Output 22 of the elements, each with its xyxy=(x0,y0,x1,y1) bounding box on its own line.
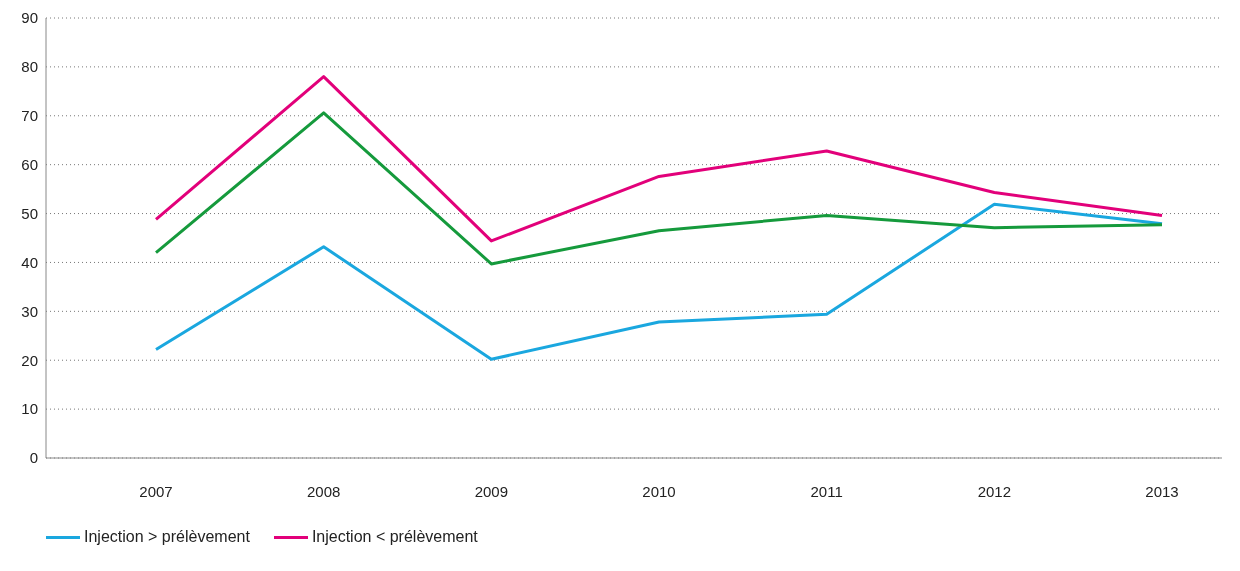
y-tick-label: 0 xyxy=(29,449,38,467)
x-tick-label: 2010 xyxy=(642,482,676,500)
line-series xyxy=(154,202,1164,361)
x-tick-label: 2007 xyxy=(139,482,173,500)
y-tick-label: 30 xyxy=(21,302,38,320)
y-tick-label: 40 xyxy=(21,253,38,271)
legend-label: Injection < prélèvement xyxy=(311,528,478,546)
line-series xyxy=(154,75,1164,243)
y-tick-label: 60 xyxy=(21,155,38,173)
y-tick-label: 10 xyxy=(21,400,38,418)
x-tick-label: 2012 xyxy=(977,482,1012,500)
x-tick-label: 2009 xyxy=(474,482,509,500)
x-tick-label: 2008 xyxy=(306,482,341,500)
line-series xyxy=(154,111,1164,266)
y-tick-label: 50 xyxy=(21,204,38,222)
legend-label: Injection > prélèvement xyxy=(84,528,250,546)
x-tick-label: 2011 xyxy=(810,482,843,500)
y-tick-label: 80 xyxy=(21,58,38,76)
y-tick-label: 90 xyxy=(21,9,38,27)
y-tick-label: 70 xyxy=(21,107,38,125)
y-tick-label: 20 xyxy=(21,351,38,369)
x-tick-label: 2013 xyxy=(1145,482,1179,500)
